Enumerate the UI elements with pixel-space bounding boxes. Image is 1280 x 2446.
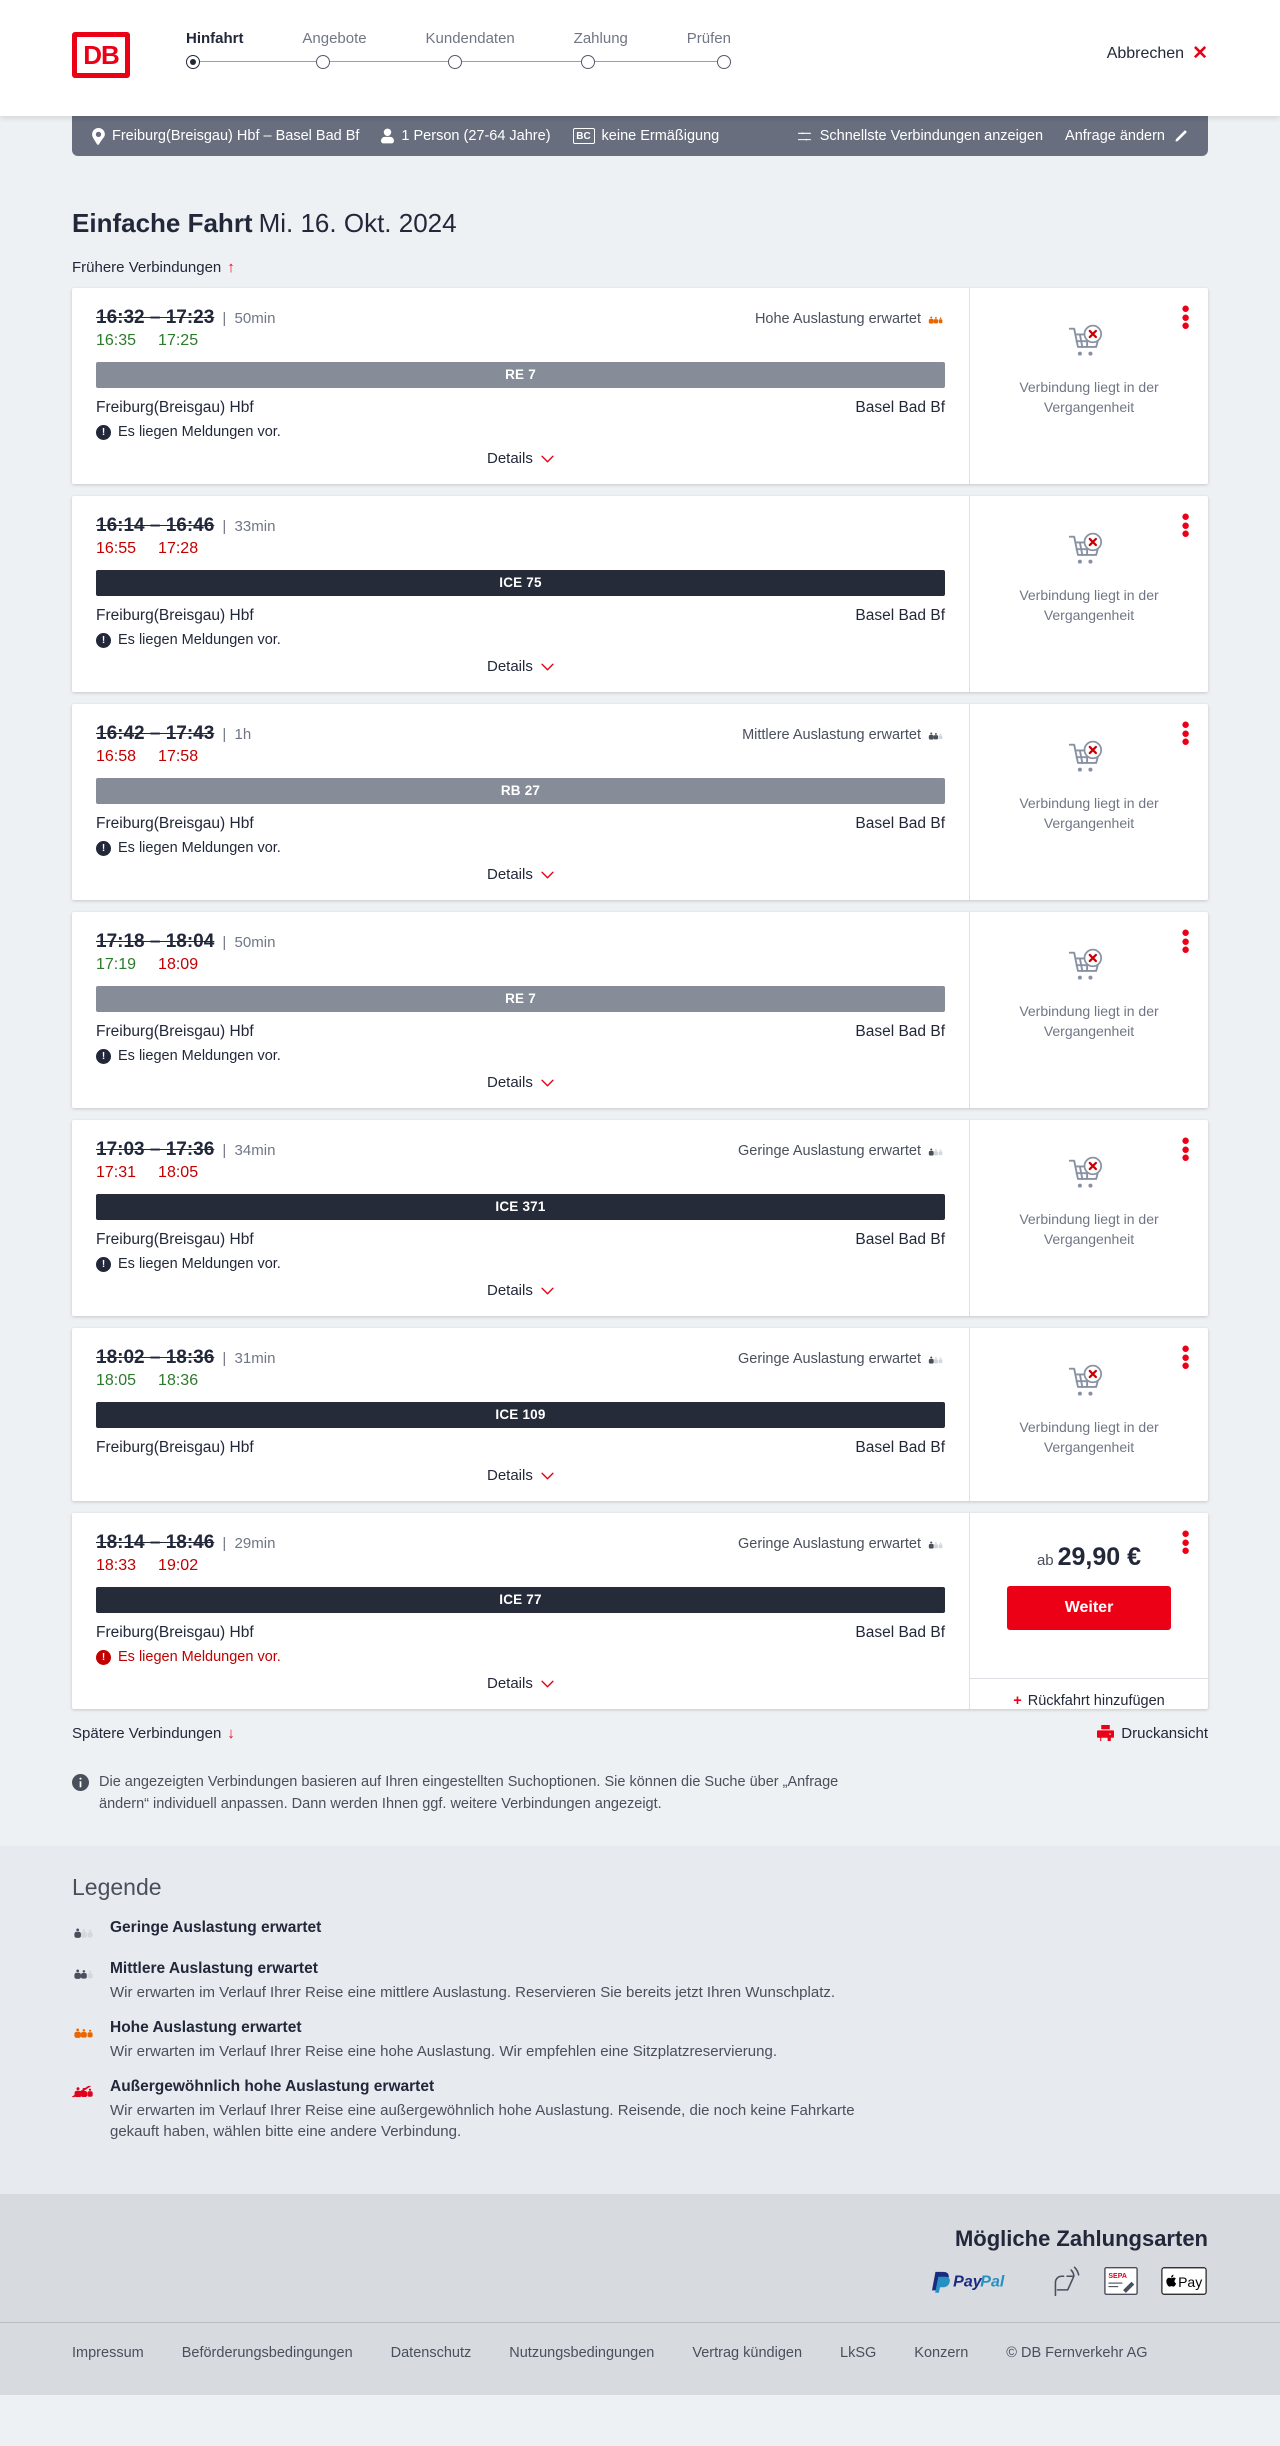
svg-text:Pal: Pal [980, 2273, 1005, 2290]
svg-text:SEPA: SEPA [1108, 2273, 1127, 2280]
svg-text:Pay: Pay [1178, 2273, 1202, 2289]
svg-text:Pay: Pay [953, 2273, 983, 2290]
